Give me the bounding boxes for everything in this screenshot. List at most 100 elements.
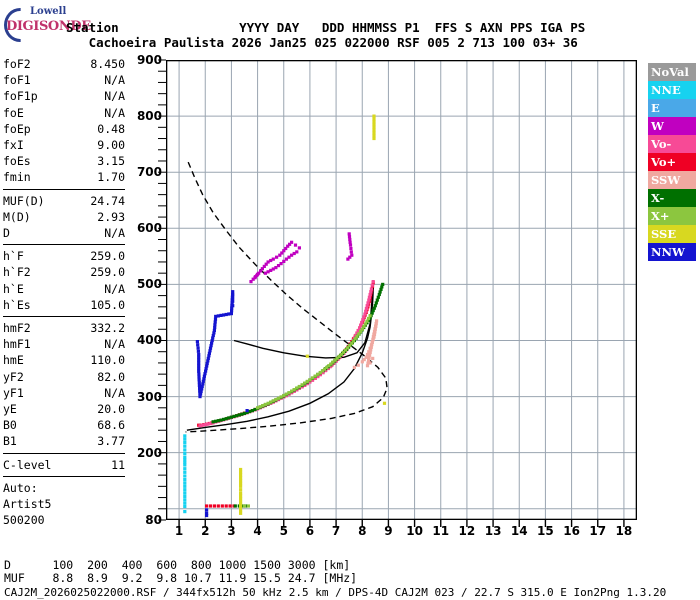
param-row: fxI 9.00 xyxy=(3,137,125,153)
param-value: N/A xyxy=(104,281,125,296)
param-value: 68.6 xyxy=(97,418,125,433)
series-sse-yellow xyxy=(239,114,387,515)
series-nnw-scattered xyxy=(195,290,249,518)
y-tick-80: 80 xyxy=(145,513,162,527)
y-tick-600: 600 xyxy=(136,221,162,236)
x-tick-3: 3 xyxy=(227,524,236,538)
legend-item-vo-[interactable]: Vo+ xyxy=(648,153,696,171)
x-tick-16: 16 xyxy=(563,524,580,538)
x-tick-12: 12 xyxy=(458,524,476,538)
series-x-trace-x-light-green- xyxy=(242,314,372,508)
legend-item-w[interactable]: W xyxy=(648,117,696,135)
legend-item-ssw[interactable]: SSW xyxy=(648,171,696,189)
param-row: foE N/A xyxy=(3,105,125,121)
param-row: foF1 N/A xyxy=(3,72,125,88)
ionogram-plot[interactable] xyxy=(166,60,637,520)
legend-item-vo-[interactable]: Vo- xyxy=(648,135,696,153)
param-row: h`E N/A xyxy=(3,281,125,297)
param-key: foEp xyxy=(3,121,31,136)
x-axis-tick-labels: 1 2 3 4 5 6 7 8 9 10 11 12 13 14 15 16 17 18 xyxy=(150,524,660,544)
param-row: foEs 3.15 xyxy=(3,153,125,169)
legend-item-x-[interactable]: X- xyxy=(648,189,696,207)
x-tick-4: 4 xyxy=(253,524,262,538)
param-row: fmin 1.70 xyxy=(3,169,125,185)
param-key: yE xyxy=(3,402,17,417)
legend-item-nnw[interactable]: NNW xyxy=(648,243,696,261)
param-value: N/A xyxy=(104,385,125,400)
param-key: foF1p xyxy=(3,89,38,104)
y-tick-400: 400 xyxy=(136,333,162,348)
param-key: B0 xyxy=(3,418,17,433)
param-key: foF1 xyxy=(3,73,31,88)
param-key: yF1 xyxy=(3,385,24,400)
param-value: 20.0 xyxy=(97,402,125,417)
param-key: foF2 xyxy=(3,57,31,71)
param-row: MUF(D) 24.74 xyxy=(3,193,125,209)
footer-muf-row: MUF 8.8 8.9 9.2 9.8 10.7 11.9 15.5 24.7 … xyxy=(4,571,358,585)
param-row: yF1 N/A xyxy=(3,385,125,401)
x-tick-1: 1 xyxy=(174,524,184,538)
param-value: 2.93 xyxy=(97,209,125,224)
param-row: yF2 82.0 xyxy=(3,369,125,385)
param-value: 105.0 xyxy=(90,297,125,312)
divider xyxy=(3,244,125,246)
legend-item-sse[interactable]: SSE xyxy=(648,225,696,243)
legend-item-nne[interactable]: NNE xyxy=(648,81,696,99)
x-tick-9: 9 xyxy=(384,524,393,538)
param-row: foF1p N/A xyxy=(3,88,125,104)
param-row: B1 3.77 xyxy=(3,433,125,449)
x-tick-8: 8 xyxy=(358,524,367,538)
param-key: foEs xyxy=(3,154,31,169)
param-value: 0.48 xyxy=(97,121,125,136)
param-value: N/A xyxy=(104,337,125,352)
curve-lower-solid-profile-branch xyxy=(233,282,375,359)
param-row: M(D) 2.93 xyxy=(3,209,125,225)
param-row: hmF2 332.2 xyxy=(3,320,125,336)
x-tick-2: 2 xyxy=(201,524,210,538)
param-value: N/A xyxy=(104,73,125,88)
param-row: C-level 11 xyxy=(3,457,125,473)
param-value: 259.0 xyxy=(90,249,125,264)
param-row: yE 20.0 xyxy=(3,401,125,417)
param-group-virtual-heights: h`F 259.0 h`F2 259.0 h`E N/A h`Es 105.0 xyxy=(3,248,125,314)
param-value: 8.450 xyxy=(90,57,125,71)
x-tick-6: 6 xyxy=(305,524,315,538)
param-key: M(D) xyxy=(3,209,31,224)
legend-item-x-[interactable]: X+ xyxy=(648,207,696,225)
x-tick-10: 10 xyxy=(406,524,423,538)
x-tick-13: 13 xyxy=(484,524,502,538)
footer-file-info: CAJ2M_2026025022000.RSF / 344fx512h 50 k… xyxy=(4,586,667,599)
param-group-muf: MUF(D) 24.74 M(D) 2.93 D N/A xyxy=(3,193,125,243)
curve-muf-dashed-curve xyxy=(185,161,388,433)
legend-item-noval[interactable]: NoVal xyxy=(648,63,696,81)
param-key: fmin xyxy=(3,170,31,185)
y-tick-300: 300 xyxy=(136,389,162,404)
param-key: hmE xyxy=(3,353,24,368)
param-key: h`F xyxy=(3,249,24,264)
param-row: h`F 259.0 xyxy=(3,248,125,264)
param-value: 259.0 xyxy=(90,265,125,280)
divider xyxy=(3,452,125,454)
param-row: h`Es 105.0 xyxy=(3,297,125,313)
y-axis-tick-labels: 80 200 300 400 500 600 700 800 900 xyxy=(128,52,162,532)
param-key: yF2 xyxy=(3,369,24,384)
param-value: 332.2 xyxy=(90,321,125,336)
param-key: foE xyxy=(3,105,24,120)
divider xyxy=(3,316,125,318)
x-tick-17: 17 xyxy=(589,524,607,538)
param-row: B0 68.6 xyxy=(3,417,125,433)
x-tick-11: 11 xyxy=(432,524,450,538)
logo-brand-bottom: DIGISONDE xyxy=(6,19,91,34)
divider xyxy=(3,475,125,477)
param-group-frequencies: foF2 8.450 foF1 N/A foF1p N/A foE N/A foEp 0.… xyxy=(3,56,125,187)
y-tick-800: 800 xyxy=(136,109,162,124)
header-column-row: Station YYYY DAY DDD HHMMSS P1 FFS S AXN… xyxy=(66,20,586,35)
param-row: h`F2 259.0 xyxy=(3,264,125,280)
param-value: N/A xyxy=(104,226,125,241)
logo-brand-top: Lowell xyxy=(30,6,67,17)
x-axis-ticks xyxy=(178,520,625,527)
legend-item-e[interactable]: E xyxy=(648,99,696,117)
param-key: h`Es xyxy=(3,297,31,312)
param-value: N/A xyxy=(104,89,125,104)
param-value: 1.70 xyxy=(97,170,125,185)
